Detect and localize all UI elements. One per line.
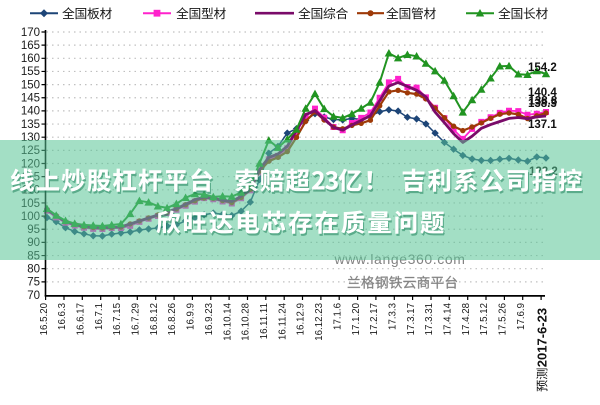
svg-text:17.5.12: 17.5.12 <box>479 303 490 335</box>
svg-text:2017-6-23: 2017-6-23 <box>535 308 550 367</box>
svg-text:165: 165 <box>21 40 40 52</box>
svg-text:140.4: 140.4 <box>528 87 557 99</box>
svg-text:16.7.29: 16.7.29 <box>131 303 142 335</box>
svg-text:16.8.12: 16.8.12 <box>149 303 160 335</box>
svg-text:16.10.28: 16.10.28 <box>241 303 252 341</box>
svg-text:16.5.20: 16.5.20 <box>39 302 50 335</box>
svg-text:16.9.23: 16.9.23 <box>204 303 215 335</box>
svg-text:137.1: 137.1 <box>528 119 557 131</box>
svg-text:17.3.3: 17.3.3 <box>388 303 399 330</box>
svg-text:17.1.20: 17.1.20 <box>351 302 362 335</box>
svg-text:16.6.3: 16.6.3 <box>57 303 68 330</box>
svg-text:16.12.23: 16.12.23 <box>314 303 325 341</box>
svg-text:16.11.11: 16.11.11 <box>259 303 270 339</box>
svg-text:154.2: 154.2 <box>528 62 557 74</box>
svg-text:17.5.26: 17.5.26 <box>498 303 509 335</box>
svg-text:17.3.17: 17.3.17 <box>406 303 417 335</box>
svg-text:17.3.31: 17.3.31 <box>424 303 435 335</box>
svg-text:150: 150 <box>21 79 40 91</box>
svg-text:16.6.17: 16.6.17 <box>76 303 87 335</box>
svg-text:75: 75 <box>27 277 40 289</box>
svg-text:17.4.28: 17.4.28 <box>461 303 472 335</box>
svg-text:16.11.24: 16.11.24 <box>277 302 288 340</box>
svg-text:140: 140 <box>21 106 40 118</box>
svg-text:138.3: 138.3 <box>528 98 557 110</box>
svg-text:16.8.26: 16.8.26 <box>167 303 178 335</box>
svg-text:70: 70 <box>27 290 40 302</box>
svg-text:16.7.1: 16.7.1 <box>94 303 105 330</box>
svg-text:17.1.6: 17.1.6 <box>332 303 343 330</box>
svg-text:17.4.14: 17.4.14 <box>443 302 454 335</box>
svg-text:17.2.17: 17.2.17 <box>369 303 380 335</box>
svg-text:16.12.9: 16.12.9 <box>296 303 307 335</box>
svg-text:16.10.14: 16.10.14 <box>222 302 233 340</box>
svg-text:16.7.15: 16.7.15 <box>112 303 123 335</box>
svg-text:170: 170 <box>21 27 40 39</box>
svg-text:160: 160 <box>21 53 40 65</box>
svg-text:135: 135 <box>21 119 40 131</box>
svg-text:17.6.9: 17.6.9 <box>516 303 527 330</box>
svg-text:145: 145 <box>21 93 40 105</box>
svg-text:16.9.9: 16.9.9 <box>186 303 197 330</box>
svg-text:80: 80 <box>27 264 40 276</box>
svg-text:138.8: 138.8 <box>529 96 558 108</box>
svg-text:155: 155 <box>21 66 40 78</box>
